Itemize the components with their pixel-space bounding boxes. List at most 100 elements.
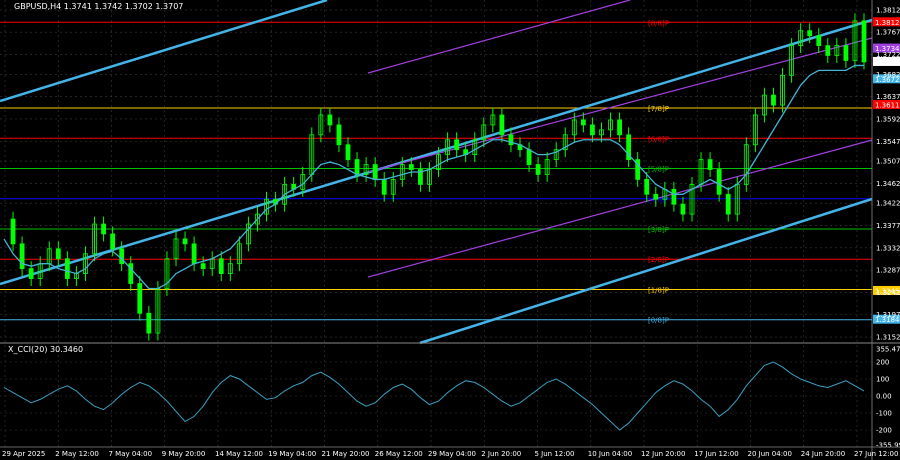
- price-level-badge-label: 1.3812: [875, 19, 900, 27]
- symbol-info: GBPUSD,H4 1.3741 1.3742 1.3702 1.3707: [14, 2, 183, 11]
- time-tick-label: 2 Jun 20:00: [481, 450, 521, 458]
- murray-level-label: [0/8]P: [648, 317, 669, 325]
- time-axis: 29 Apr 2025 2 May 12:00 7 May 04:00 9 May 2…: [0, 446, 900, 458]
- time-tick-label: 9 May 20:00: [162, 450, 206, 458]
- candle-body: [173, 238, 179, 260]
- inner-channel-upper: [367, 0, 631, 74]
- murray-level-label: [7/8]P: [648, 105, 669, 113]
- candle-body: [408, 164, 414, 170]
- price-tick-label: 1.3287: [876, 267, 900, 275]
- price-level-badge-label: 1.3672: [875, 76, 900, 84]
- time-tick-label: 26 May 12:00: [375, 450, 423, 458]
- price-tick-label: 1.3812: [876, 6, 900, 14]
- price-level-badge-label: 1.3611: [875, 102, 900, 110]
- candle-body: [164, 258, 170, 289]
- inner-channel-lower: [367, 139, 873, 278]
- murray-level-label: [5/8]P: [648, 166, 669, 174]
- candle-body: [535, 164, 541, 175]
- candle-body: [28, 268, 34, 279]
- candle-body: [64, 258, 70, 279]
- candle-body: [743, 144, 749, 185]
- candle-body: [327, 114, 333, 126]
- candle-body: [590, 124, 595, 136]
- candle-body: [571, 119, 577, 136]
- candle-body: [83, 253, 88, 274]
- price-levels: 1.3812 [8/8]P 1.3734 1.3672 1.3611 [7/8]P [6/8…: [0, 17, 900, 325]
- price-tick-label: 1.3462: [876, 180, 900, 188]
- price-tick-label: 1.3242: [876, 289, 900, 297]
- candle-body: [852, 20, 858, 61]
- price-level-badge: [873, 43, 900, 53]
- time-tick-label: 10 Jun 04:00: [588, 450, 632, 458]
- candle-body: [119, 248, 125, 265]
- lower-channel-line: [419, 197, 873, 345]
- current-price-badge: [873, 56, 900, 66]
- time-tick-label: 17 Jun 12:00: [694, 450, 738, 458]
- candle-body: [110, 233, 116, 250]
- candle-body: [716, 169, 722, 195]
- murray-level-label: [1/8]P: [648, 286, 669, 294]
- candle-body: [445, 139, 450, 156]
- candle-body: [381, 179, 387, 195]
- time-tick-label: 19 May 04:00: [268, 450, 316, 458]
- cci-tick-label: -355.996: [876, 442, 900, 450]
- candle-body: [780, 74, 785, 106]
- price-tick-label: 1.3637: [876, 93, 900, 101]
- cci-line: [3, 361, 865, 431]
- price-level-badge: [873, 314, 900, 324]
- candle-body: [816, 35, 822, 47]
- price-tick-label: 1.3547: [876, 138, 900, 146]
- murray-level-label: [6/8]P: [648, 135, 669, 143]
- price-tick-label: 1.3682: [876, 71, 900, 79]
- candle-body: [191, 243, 197, 265]
- price-level-badge: [873, 74, 900, 84]
- murray-level-label: [4/8]P: [648, 196, 669, 204]
- candle-body: [508, 134, 514, 146]
- candle-body: [580, 119, 586, 126]
- cci-tick-label: 355.4768: [876, 346, 900, 354]
- time-tick-label: 14 May 12:00: [215, 450, 263, 458]
- current-price-label: 1.3707: [875, 58, 900, 66]
- candle-body: [825, 45, 831, 56]
- candle-body: [671, 188, 677, 205]
- candle-body: [626, 134, 632, 161]
- candle-body: [635, 159, 641, 180]
- cci-tick-label: 200: [876, 359, 889, 367]
- candle-body: [490, 114, 496, 126]
- price-tick-label: 1.3152: [876, 334, 900, 342]
- candle-body: [807, 30, 813, 37]
- time-tick-label: 29 May 04:00: [428, 450, 476, 458]
- time-tick-label: 5 Jun 12:00: [535, 450, 575, 458]
- candle-body: [707, 159, 713, 170]
- price-axis: 1.3812 1.3767 1.3722 1.3682 1.3637 1.3592 1.35…: [871, 0, 900, 460]
- candle-body: [771, 94, 776, 106]
- candle-body: [544, 159, 550, 175]
- price-level-badge-label: 1.3734: [875, 45, 900, 53]
- candle-body: [418, 169, 423, 185]
- time-tick-label: 20 Jun 04:00: [748, 450, 792, 458]
- candle-body: [227, 263, 233, 274]
- candle-body: [246, 223, 251, 245]
- price-tick-label: 1.3767: [876, 29, 900, 37]
- candle-body: [798, 30, 804, 46]
- candle-body: [236, 243, 242, 265]
- price-level-badge-label: 1.3245: [875, 287, 900, 295]
- cci-tick-label: -100: [876, 410, 892, 418]
- ma-line: [3, 64, 864, 290]
- price-tick-label: 1.3332: [876, 244, 900, 252]
- candle-body: [762, 94, 767, 116]
- candle-body: [55, 248, 61, 260]
- price-tick-label: 1.3592: [876, 115, 900, 123]
- candle-body: [10, 218, 16, 245]
- candle-body: [390, 179, 396, 195]
- candle-body: [101, 223, 106, 235]
- cci-indicator: 355.4768 200 100 0.00 -100 -200 -355.996: [0, 342, 900, 450]
- candles: [10, 13, 867, 341]
- candle-body: [436, 154, 441, 170]
- time-tick-label: 24 Jun 20:00: [801, 450, 845, 458]
- cci-tick-label: 0.00: [876, 393, 892, 401]
- candle-body: [617, 119, 622, 136]
- time-tick-label: 12 Jun 20:00: [641, 450, 685, 458]
- murray-level-label: [3/8]P: [648, 226, 669, 234]
